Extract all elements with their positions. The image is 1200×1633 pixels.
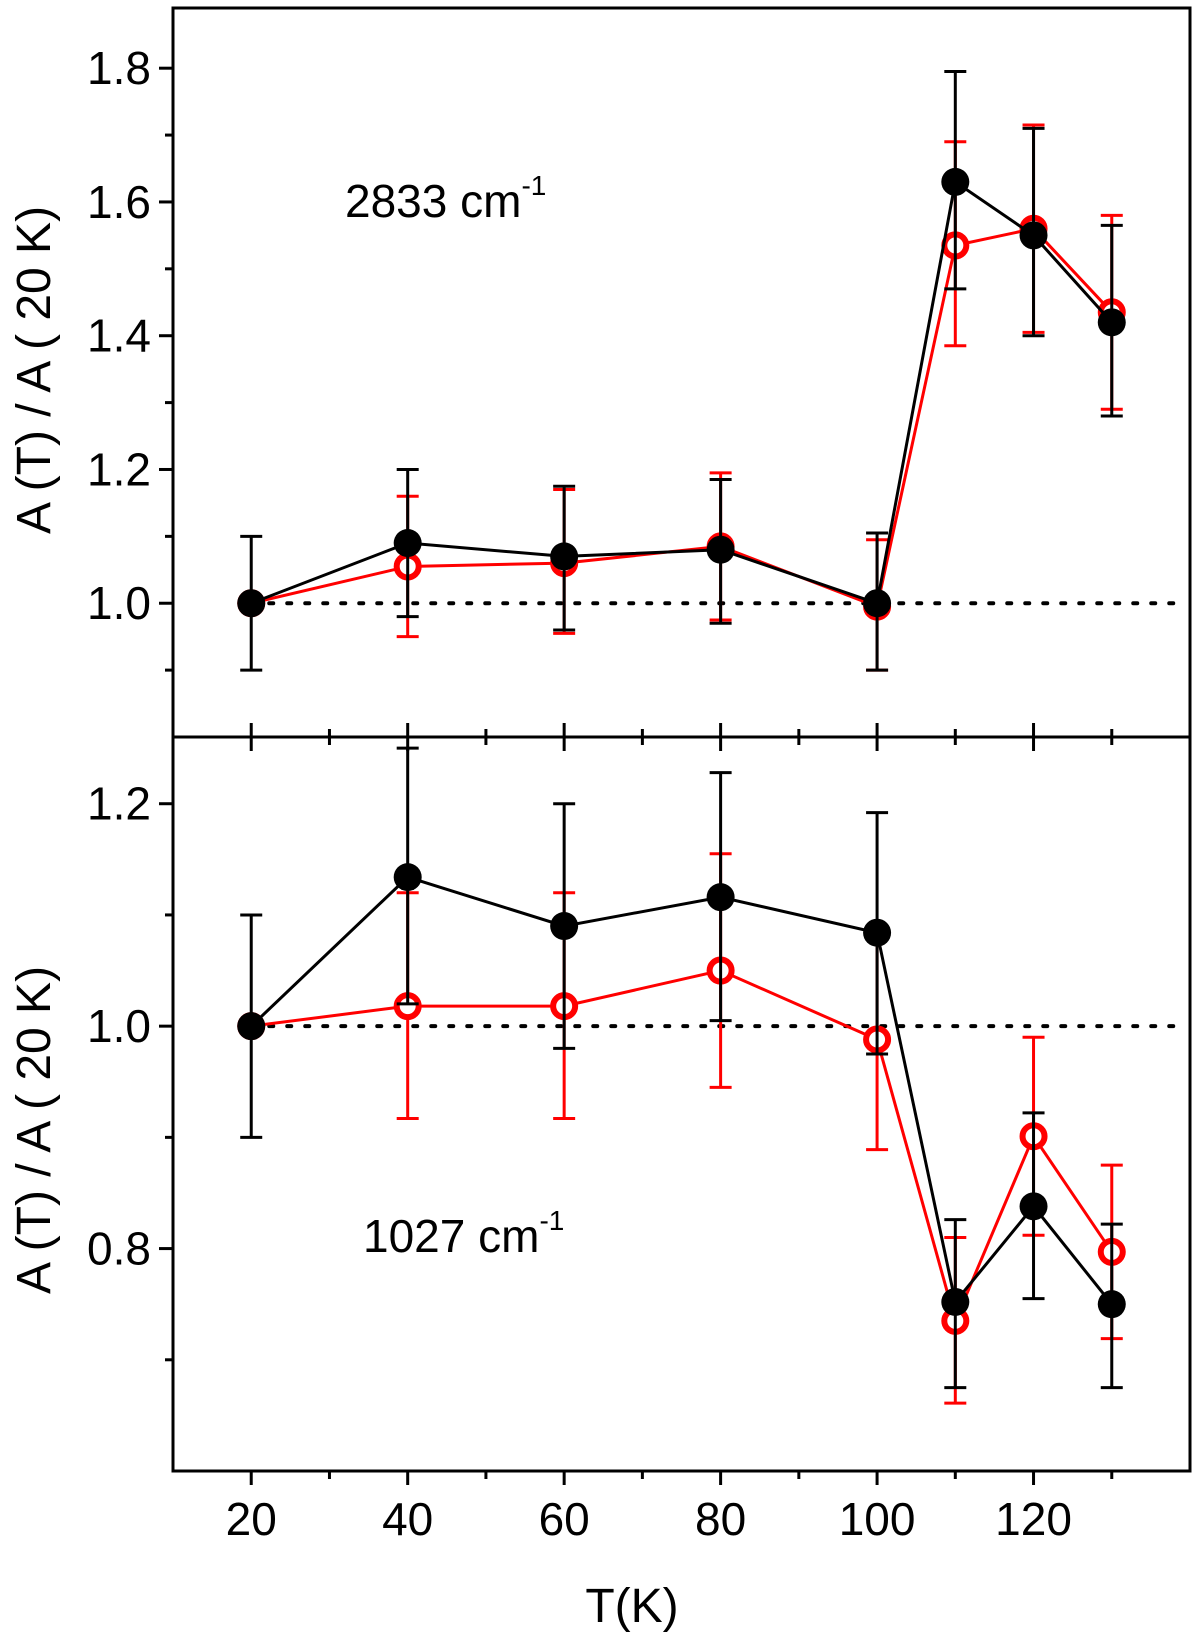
- x-tick-labels: 20 40 60 80 100 120: [226, 1493, 1072, 1545]
- data-point-filled: [941, 1287, 970, 1316]
- panel-bottom-series-open: [237, 852, 1126, 1405]
- x-tick-label: 80: [695, 1493, 746, 1545]
- panel-bottom-xticks: [249, 723, 1114, 1485]
- data-point-filled: [941, 167, 970, 196]
- y-tick-label: 0.8: [87, 1223, 151, 1275]
- data-point-filled: [1019, 221, 1048, 250]
- panel-bottom-annotation-superscript: -1: [539, 1205, 564, 1236]
- panel-top-ytick-labels: 1.0 1.2 1.4 1.6 1.8: [87, 42, 151, 629]
- data-point-filled: [237, 1012, 266, 1041]
- x-tick-label: 120: [995, 1493, 1072, 1545]
- y-tick-label: 1.8: [87, 42, 151, 94]
- data-point-filled: [1097, 1290, 1126, 1319]
- y-tick-label: 1.2: [87, 778, 151, 830]
- data-point-filled: [863, 589, 892, 618]
- data-point-filled: [393, 863, 422, 892]
- x-tick-label: 60: [539, 1493, 590, 1545]
- data-point-filled: [863, 918, 892, 947]
- panel-bottom-ytick-labels: 0.8 1.0 1.2: [87, 778, 151, 1275]
- panel-top-series-filled: [237, 70, 1126, 672]
- x-axis-title: T(K): [585, 1580, 678, 1633]
- series-filled-line: [250, 875, 1113, 1306]
- data-point-filled: [237, 589, 266, 618]
- panel-bottom-yticks: [159, 802, 173, 1362]
- panel-bottom-annotation: 1027 cm-1: [363, 1205, 564, 1262]
- panel-bottom: 0.8 1.0 1.2 20 40 60 80 100 120 1027 cm-1 A (T)…: [8, 723, 1192, 1633]
- panel-top: 1.0 1.2 1.4 1.6 1.8 2833 cm-1 A (T) / A ( 20…: [8, 6, 1192, 739]
- y-tick-label: 1.2: [87, 443, 151, 495]
- series-filled-line: [250, 179, 1113, 606]
- panel-bottom-frame: [171, 735, 1192, 1473]
- series-open-line: [250, 227, 1113, 609]
- panel-top-yticks: [159, 66, 173, 672]
- data-point-filled: [706, 883, 735, 912]
- x-tick-label: 100: [839, 1493, 916, 1545]
- data-point-filled: [706, 535, 735, 564]
- panel-top-annotation-superscript: -1: [521, 170, 546, 201]
- data-point-filled: [550, 542, 579, 571]
- data-point-filled: [393, 529, 422, 558]
- panel-top-frame: [171, 6, 1192, 739]
- data-point-filled: [1097, 308, 1126, 337]
- panel-bottom-series-filled: [237, 746, 1126, 1390]
- y-tick-label: 1.4: [87, 310, 151, 362]
- panel-top-y-axis-title: A (T) / A ( 20 K): [8, 206, 61, 534]
- x-tick-label: 20: [226, 1493, 277, 1545]
- y-tick-label: 1.0: [87, 1000, 151, 1052]
- panel-top-annotation: 2833 cm-1: [345, 170, 546, 227]
- data-point-filled: [1019, 1192, 1048, 1221]
- x-tick-label: 40: [382, 1493, 433, 1545]
- series-open-line: [251, 968, 1114, 1326]
- panel-bottom-y-axis-title: A (T) / A ( 20 K): [8, 966, 61, 1294]
- y-tick-label: 1.6: [87, 176, 151, 228]
- y-tick-label: 1.0: [87, 577, 151, 629]
- data-point-filled: [550, 912, 579, 941]
